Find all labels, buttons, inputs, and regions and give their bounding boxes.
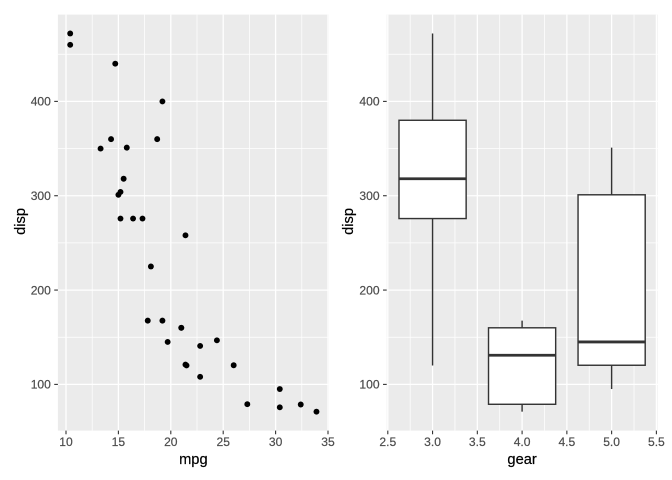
svg-text:400: 400: [31, 95, 51, 109]
svg-text:200: 200: [359, 283, 379, 297]
svg-text:400: 400: [359, 95, 379, 109]
svg-text:300: 300: [31, 189, 51, 203]
svg-text:20: 20: [164, 435, 178, 449]
svg-text:4.5: 4.5: [558, 435, 575, 449]
svg-text:100: 100: [31, 378, 51, 392]
svg-text:5.5: 5.5: [648, 435, 665, 449]
svg-text:10: 10: [59, 435, 73, 449]
svg-text:25: 25: [216, 435, 230, 449]
svg-text:3.5: 3.5: [469, 435, 486, 449]
svg-text:2.5: 2.5: [379, 435, 396, 449]
svg-text:mpg: mpg: [179, 452, 208, 468]
svg-text:200: 200: [31, 283, 51, 297]
svg-text:disp: disp: [341, 208, 357, 235]
svg-text:100: 100: [359, 378, 379, 392]
svg-text:30: 30: [269, 435, 283, 449]
svg-text:disp: disp: [13, 208, 29, 235]
svg-text:3.0: 3.0: [424, 435, 441, 449]
svg-text:4.0: 4.0: [514, 435, 531, 449]
svg-text:35: 35: [321, 435, 335, 449]
svg-text:300: 300: [359, 189, 379, 203]
svg-text:gear: gear: [507, 452, 536, 468]
svg-text:15: 15: [112, 435, 126, 449]
svg-text:5.0: 5.0: [603, 435, 620, 449]
